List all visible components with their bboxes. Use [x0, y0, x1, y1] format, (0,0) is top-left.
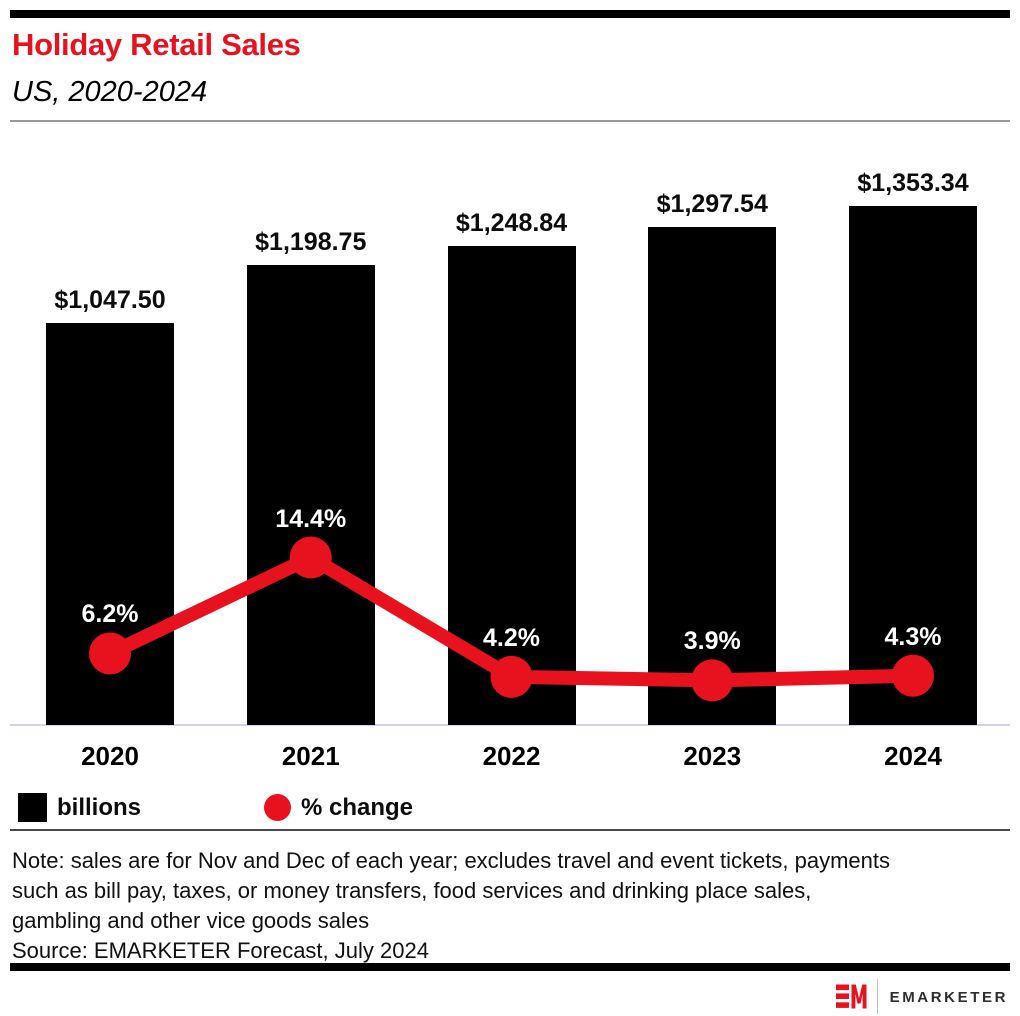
chart-title: Holiday Retail Sales — [12, 27, 301, 62]
top-accent-bar — [10, 10, 1010, 18]
pct-change-label: 4.3% — [884, 622, 942, 651]
footnote-line: such as bill pay, taxes, or money transf… — [12, 878, 812, 903]
logo-wordmark: EMARKETER — [889, 988, 1008, 1006]
bar-2021 — [246, 264, 375, 725]
header-divider — [10, 120, 1010, 122]
legend: billions % change — [18, 793, 413, 822]
pct-change-label: 14.4% — [275, 504, 347, 533]
x-axis-label-2020: 2020 — [81, 741, 139, 771]
bar-value-label: $1,248.84 — [455, 208, 568, 237]
logo-divider — [876, 979, 878, 1014]
footnote: Note: sales are for Nov and Dec of each … — [12, 846, 1007, 936]
x-axis-label-2023: 2023 — [683, 741, 742, 771]
billions-swatch — [18, 793, 47, 822]
emarketer-logo: EMARKETER — [835, 979, 1008, 1014]
bottom-accent-bar — [10, 963, 1010, 971]
footer-divider — [10, 829, 1010, 831]
bar-value-label: $1,353.34 — [857, 168, 969, 197]
x-axis-label-2021: 2021 — [281, 741, 340, 771]
x-axis-line — [10, 724, 1010, 726]
chart-subtitle: US, 2020-2024 — [12, 76, 208, 108]
bar-2022 — [447, 245, 576, 725]
source-line: Source: EMARKETER Forecast, July 2024 — [12, 938, 429, 963]
em-monogram-icon — [835, 984, 867, 1009]
pct-change-label: 3.9% — [683, 627, 741, 656]
bar-value-label: $1,297.54 — [656, 190, 768, 219]
legend-label-pct-change: % change — [301, 793, 414, 821]
bar-value-label: $1,198.75 — [255, 227, 367, 256]
x-axis-label-2022: 2022 — [482, 741, 541, 771]
bar-2020 — [46, 323, 174, 725]
pct-change-dot-icon — [264, 794, 291, 821]
bar-value-label: $1,047.50 — [54, 286, 166, 314]
pct-change-label: 6.2% — [81, 600, 139, 629]
footnote-line: Note: sales are for Nov and Dec of each … — [12, 848, 891, 873]
x-axis-label-2024: 2024 — [884, 741, 942, 771]
footnote-line: gambling and other vice goods sales — [12, 908, 370, 933]
pct-change-label: 4.2% — [483, 623, 540, 652]
legend-label-billions: billions — [57, 793, 141, 821]
